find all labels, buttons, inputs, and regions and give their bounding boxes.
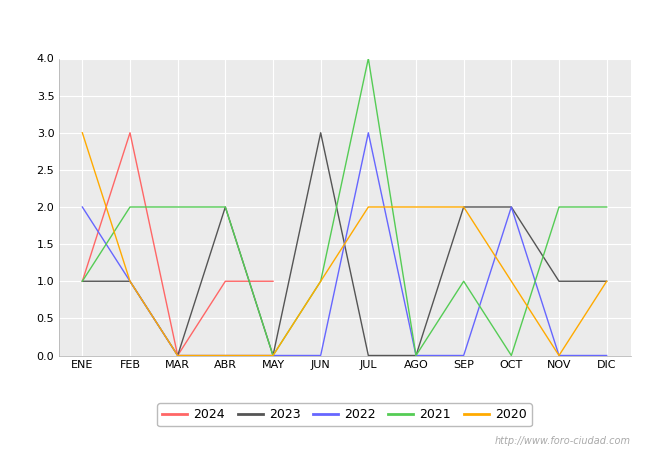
- 2020: [317, 279, 324, 284]
- 2023: [79, 279, 86, 284]
- 2020: [412, 204, 420, 210]
- 2022: [460, 353, 467, 358]
- 2022: [365, 130, 372, 135]
- 2021: [269, 353, 277, 358]
- 2023: [174, 353, 181, 358]
- 2021: [174, 204, 181, 210]
- 2021: [603, 204, 610, 210]
- 2021: [365, 56, 372, 61]
- 2022: [222, 353, 229, 358]
- 2021: [555, 204, 563, 210]
- 2020: [269, 353, 277, 358]
- Legend: 2024, 2023, 2022, 2021, 2020: 2024, 2023, 2022, 2021, 2020: [157, 403, 532, 426]
- Text: Matriculaciones de Vehiculos en Lucainena de las Torres: Matriculaciones de Vehiculos en Lucainen…: [92, 14, 558, 33]
- 2022: [412, 353, 420, 358]
- 2023: [603, 279, 610, 284]
- 2023: [222, 204, 229, 210]
- 2023: [460, 204, 467, 210]
- 2020: [508, 279, 515, 284]
- 2021: [412, 353, 420, 358]
- 2020: [603, 279, 610, 284]
- 2023: [412, 353, 420, 358]
- 2020: [555, 353, 563, 358]
- 2020: [365, 204, 372, 210]
- Line: 2022: 2022: [83, 133, 606, 356]
- 2022: [174, 353, 181, 358]
- 2023: [269, 353, 277, 358]
- 2021: [79, 279, 86, 284]
- 2024: [269, 279, 277, 284]
- 2022: [126, 279, 134, 284]
- 2024: [79, 279, 86, 284]
- Line: 2021: 2021: [83, 58, 606, 356]
- Text: http://www.foro-ciudad.com: http://www.foro-ciudad.com: [495, 436, 630, 446]
- 2020: [222, 353, 229, 358]
- 2021: [126, 204, 134, 210]
- 2022: [508, 204, 515, 210]
- 2022: [555, 353, 563, 358]
- 2021: [460, 279, 467, 284]
- 2021: [222, 204, 229, 210]
- 2021: [508, 353, 515, 358]
- Line: 2024: 2024: [83, 133, 273, 356]
- 2023: [508, 204, 515, 210]
- 2020: [126, 279, 134, 284]
- 2023: [317, 130, 324, 135]
- 2020: [174, 353, 181, 358]
- 2022: [603, 353, 610, 358]
- 2022: [79, 204, 86, 210]
- 2023: [126, 279, 134, 284]
- Line: 2023: 2023: [83, 133, 606, 356]
- 2023: [365, 353, 372, 358]
- 2024: [222, 279, 229, 284]
- 2020: [79, 130, 86, 135]
- 2022: [317, 353, 324, 358]
- 2024: [174, 353, 181, 358]
- 2021: [317, 279, 324, 284]
- 2022: [269, 353, 277, 358]
- Line: 2020: 2020: [83, 133, 606, 356]
- 2024: [126, 130, 134, 135]
- 2020: [460, 204, 467, 210]
- 2023: [555, 279, 563, 284]
